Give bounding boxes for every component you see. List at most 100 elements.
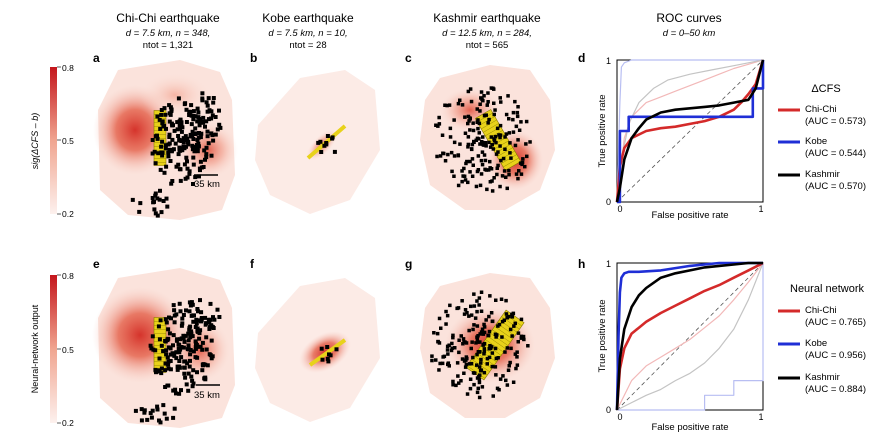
seismicity-kobe-bottom [319,345,339,364]
legend-label-kobe: Kobe [805,136,827,147]
earthquake-marker [174,350,179,355]
earthquake-marker [211,100,216,105]
earthquake-marker [211,96,216,100]
earthquake-marker [189,374,194,379]
earthquake-marker [483,167,487,172]
col-title-kobe: Kobe earthquake [262,11,354,25]
earthquake-marker [447,343,451,347]
earthquake-marker [520,160,525,165]
fault-patch-kashmir-top [474,109,522,171]
colorbar-bottom-gradient [50,275,57,423]
roc-xlabel-h: False positive rate [651,422,728,433]
earthquake-marker [494,356,499,361]
earthquake-marker [188,358,192,363]
earthquake-marker [163,146,168,151]
earthquake-marker [179,138,184,143]
earthquake-marker [475,120,479,124]
earthquake-marker [169,181,174,186]
earthquake-marker [490,179,494,183]
earthquake-marker [156,151,161,156]
earthquake-marker [515,363,520,367]
earthquake-marker [174,356,179,361]
earthquake-marker [507,364,511,368]
earthquake-marker [512,324,516,328]
earthquake-marker [189,329,194,334]
earthquake-marker [149,415,154,420]
seismicity-chichi-bottom [133,298,222,425]
earthquake-marker [171,333,176,338]
earthquake-marker [516,340,520,344]
earthquake-marker [468,386,473,391]
earthquake-marker [489,167,494,171]
earthquake-marker [434,358,438,362]
earthquake-marker [485,103,489,107]
earthquake-marker [197,123,202,128]
earthquake-marker [468,170,472,174]
earthquake-marker [468,377,473,381]
earthquake-marker [163,368,168,373]
earthquake-marker [191,155,196,160]
earthquake-marker [446,352,450,356]
earthquake-marker [494,373,498,377]
earthquake-marker [210,113,215,118]
earthquake-marker [155,404,160,409]
earthquake-marker [181,345,186,350]
earthquake-marker [191,182,195,186]
colorbar-top-tick-high: 0.8 [62,63,74,73]
roc-faint-line-h-1 [617,263,764,411]
earthquake-marker [217,108,221,113]
earthquake-marker [155,136,160,141]
earthquake-marker [191,162,196,167]
earthquake-marker [204,335,209,340]
legend-title-nn: Neural network [790,283,864,295]
earthquake-marker [480,162,485,167]
earthquake-marker [166,142,171,147]
earthquake-marker [160,153,165,158]
earthquake-marker [510,315,515,319]
earthquake-marker [161,199,166,203]
earthquake-marker [514,366,518,371]
earthquake-marker [496,356,500,360]
earthquake-marker [504,312,509,316]
earthquake-marker [163,317,168,322]
earthquake-marker [498,184,502,189]
earthquake-marker [445,103,449,108]
earthquake-marker [482,113,487,118]
roc-line-h-kashmir [615,261,763,411]
earthquake-marker [438,361,442,366]
roc-xtick-right-d: 1 [758,204,763,214]
earthquake-marker [186,331,191,336]
earthquake-marker [190,133,195,138]
col-sub1-kashmir: d = 12.5 km, n = 284, [442,28,532,39]
earthquake-marker [462,312,467,316]
earthquake-marker [498,144,502,148]
earthquake-marker [439,326,443,330]
earthquake-marker [469,313,474,317]
earthquake-marker [204,321,209,326]
earthquake-marker [482,153,487,157]
earthquake-marker [182,138,187,143]
earthquake-marker [509,346,513,351]
earthquake-marker [483,141,488,145]
earthquake-marker [190,147,195,152]
earthquake-marker [463,178,468,182]
roc-panel-d: 1 0 0 1 False positive rate True positiv… [597,56,765,221]
earthquake-marker [334,347,339,352]
earthquake-marker [456,101,461,106]
earthquake-marker [453,346,457,350]
earthquake-marker [437,368,441,372]
col-sub1-roc: d = 0–50 km [663,28,716,39]
earthquake-marker [492,112,496,117]
earthquake-marker [475,309,479,314]
earthquake-marker [156,324,161,329]
earthquake-marker [139,418,144,423]
earthquake-marker [155,196,160,201]
earthquake-marker [155,213,160,218]
earthquake-marker [172,128,177,133]
earthquake-marker [206,117,211,122]
earthquake-marker [150,151,155,156]
earthquake-marker [474,341,478,345]
earthquake-marker [465,311,469,315]
earthquake-marker [465,159,469,164]
earthquake-marker [191,137,196,141]
